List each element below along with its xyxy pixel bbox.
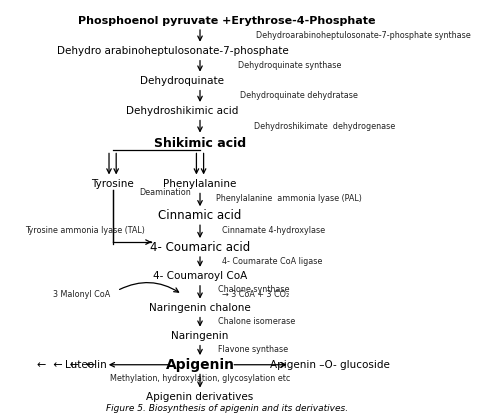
- Text: Naringenin: Naringenin: [172, 332, 228, 342]
- Text: Tyrosine ammonia lyase (TAL): Tyrosine ammonia lyase (TAL): [25, 226, 145, 235]
- Text: Dehydroquinate synthase: Dehydroquinate synthase: [238, 61, 342, 70]
- Text: 4- Coumaroyl CoA: 4- Coumaroyl CoA: [153, 271, 247, 281]
- Text: Chalone synthase: Chalone synthase: [218, 285, 290, 294]
- Text: Dehydroshikimate  dehydrogenase: Dehydroshikimate dehydrogenase: [254, 123, 395, 131]
- Text: Methylation, hydroxylation, glycosylation etc: Methylation, hydroxylation, glycosylatio…: [110, 374, 290, 383]
- Text: Dehydro arabinoheptulosonate-7-phosphate: Dehydro arabinoheptulosonate-7-phosphate: [57, 46, 289, 56]
- Text: Cinnamic acid: Cinnamic acid: [158, 209, 242, 222]
- Text: Chalone isomerase: Chalone isomerase: [218, 317, 295, 326]
- Text: Dehydroshikimic acid: Dehydroshikimic acid: [126, 106, 238, 116]
- Text: 3 Malonyl CoA: 3 Malonyl CoA: [53, 290, 110, 299]
- Text: Phenylalanine: Phenylalanine: [164, 179, 236, 189]
- Text: Phenylalanine  ammonia lyase (PAL): Phenylalanine ammonia lyase (PAL): [216, 194, 362, 203]
- Text: Dehydroarabinoheptulosonate-7-phosphate synthase: Dehydroarabinoheptulosonate-7-phosphate …: [256, 31, 471, 40]
- Text: Cinnamate 4-hydroxylase: Cinnamate 4-hydroxylase: [222, 226, 326, 235]
- Text: Flavone synthase: Flavone synthase: [218, 345, 288, 354]
- Text: Shikimic acid: Shikimic acid: [154, 136, 246, 150]
- Text: Tyrosine: Tyrosine: [91, 179, 134, 189]
- Text: Phosphoenol pyruvate +Erythrose-4-Phosphate: Phosphoenol pyruvate +Erythrose-4-Phosph…: [78, 17, 376, 26]
- Text: ←  ←  ←  ←: ← ← ← ←: [37, 360, 96, 370]
- Text: Deamination: Deamination: [140, 188, 191, 197]
- Text: Figure 5. Biosynthesis of apigenin and its derivatives.: Figure 5. Biosynthesis of apigenin and i…: [106, 404, 348, 413]
- Text: Apigenin derivatives: Apigenin derivatives: [146, 392, 254, 402]
- Text: Naringenin chalone: Naringenin chalone: [149, 303, 251, 313]
- Text: Apigenin: Apigenin: [166, 358, 234, 372]
- Text: Dehydroquinate dehydratase: Dehydroquinate dehydratase: [240, 91, 358, 100]
- Text: 4- Coumaric acid: 4- Coumaric acid: [150, 241, 250, 254]
- Text: Apigenin –O- glucoside: Apigenin –O- glucoside: [270, 360, 390, 370]
- Text: → 3 CoA + 3 CO₂: → 3 CoA + 3 CO₂: [222, 290, 290, 299]
- Text: 4- Coumarate CoA ligase: 4- Coumarate CoA ligase: [222, 257, 323, 266]
- Text: Luteolin: Luteolin: [65, 360, 106, 370]
- Text: Dehydroquinate: Dehydroquinate: [140, 76, 224, 86]
